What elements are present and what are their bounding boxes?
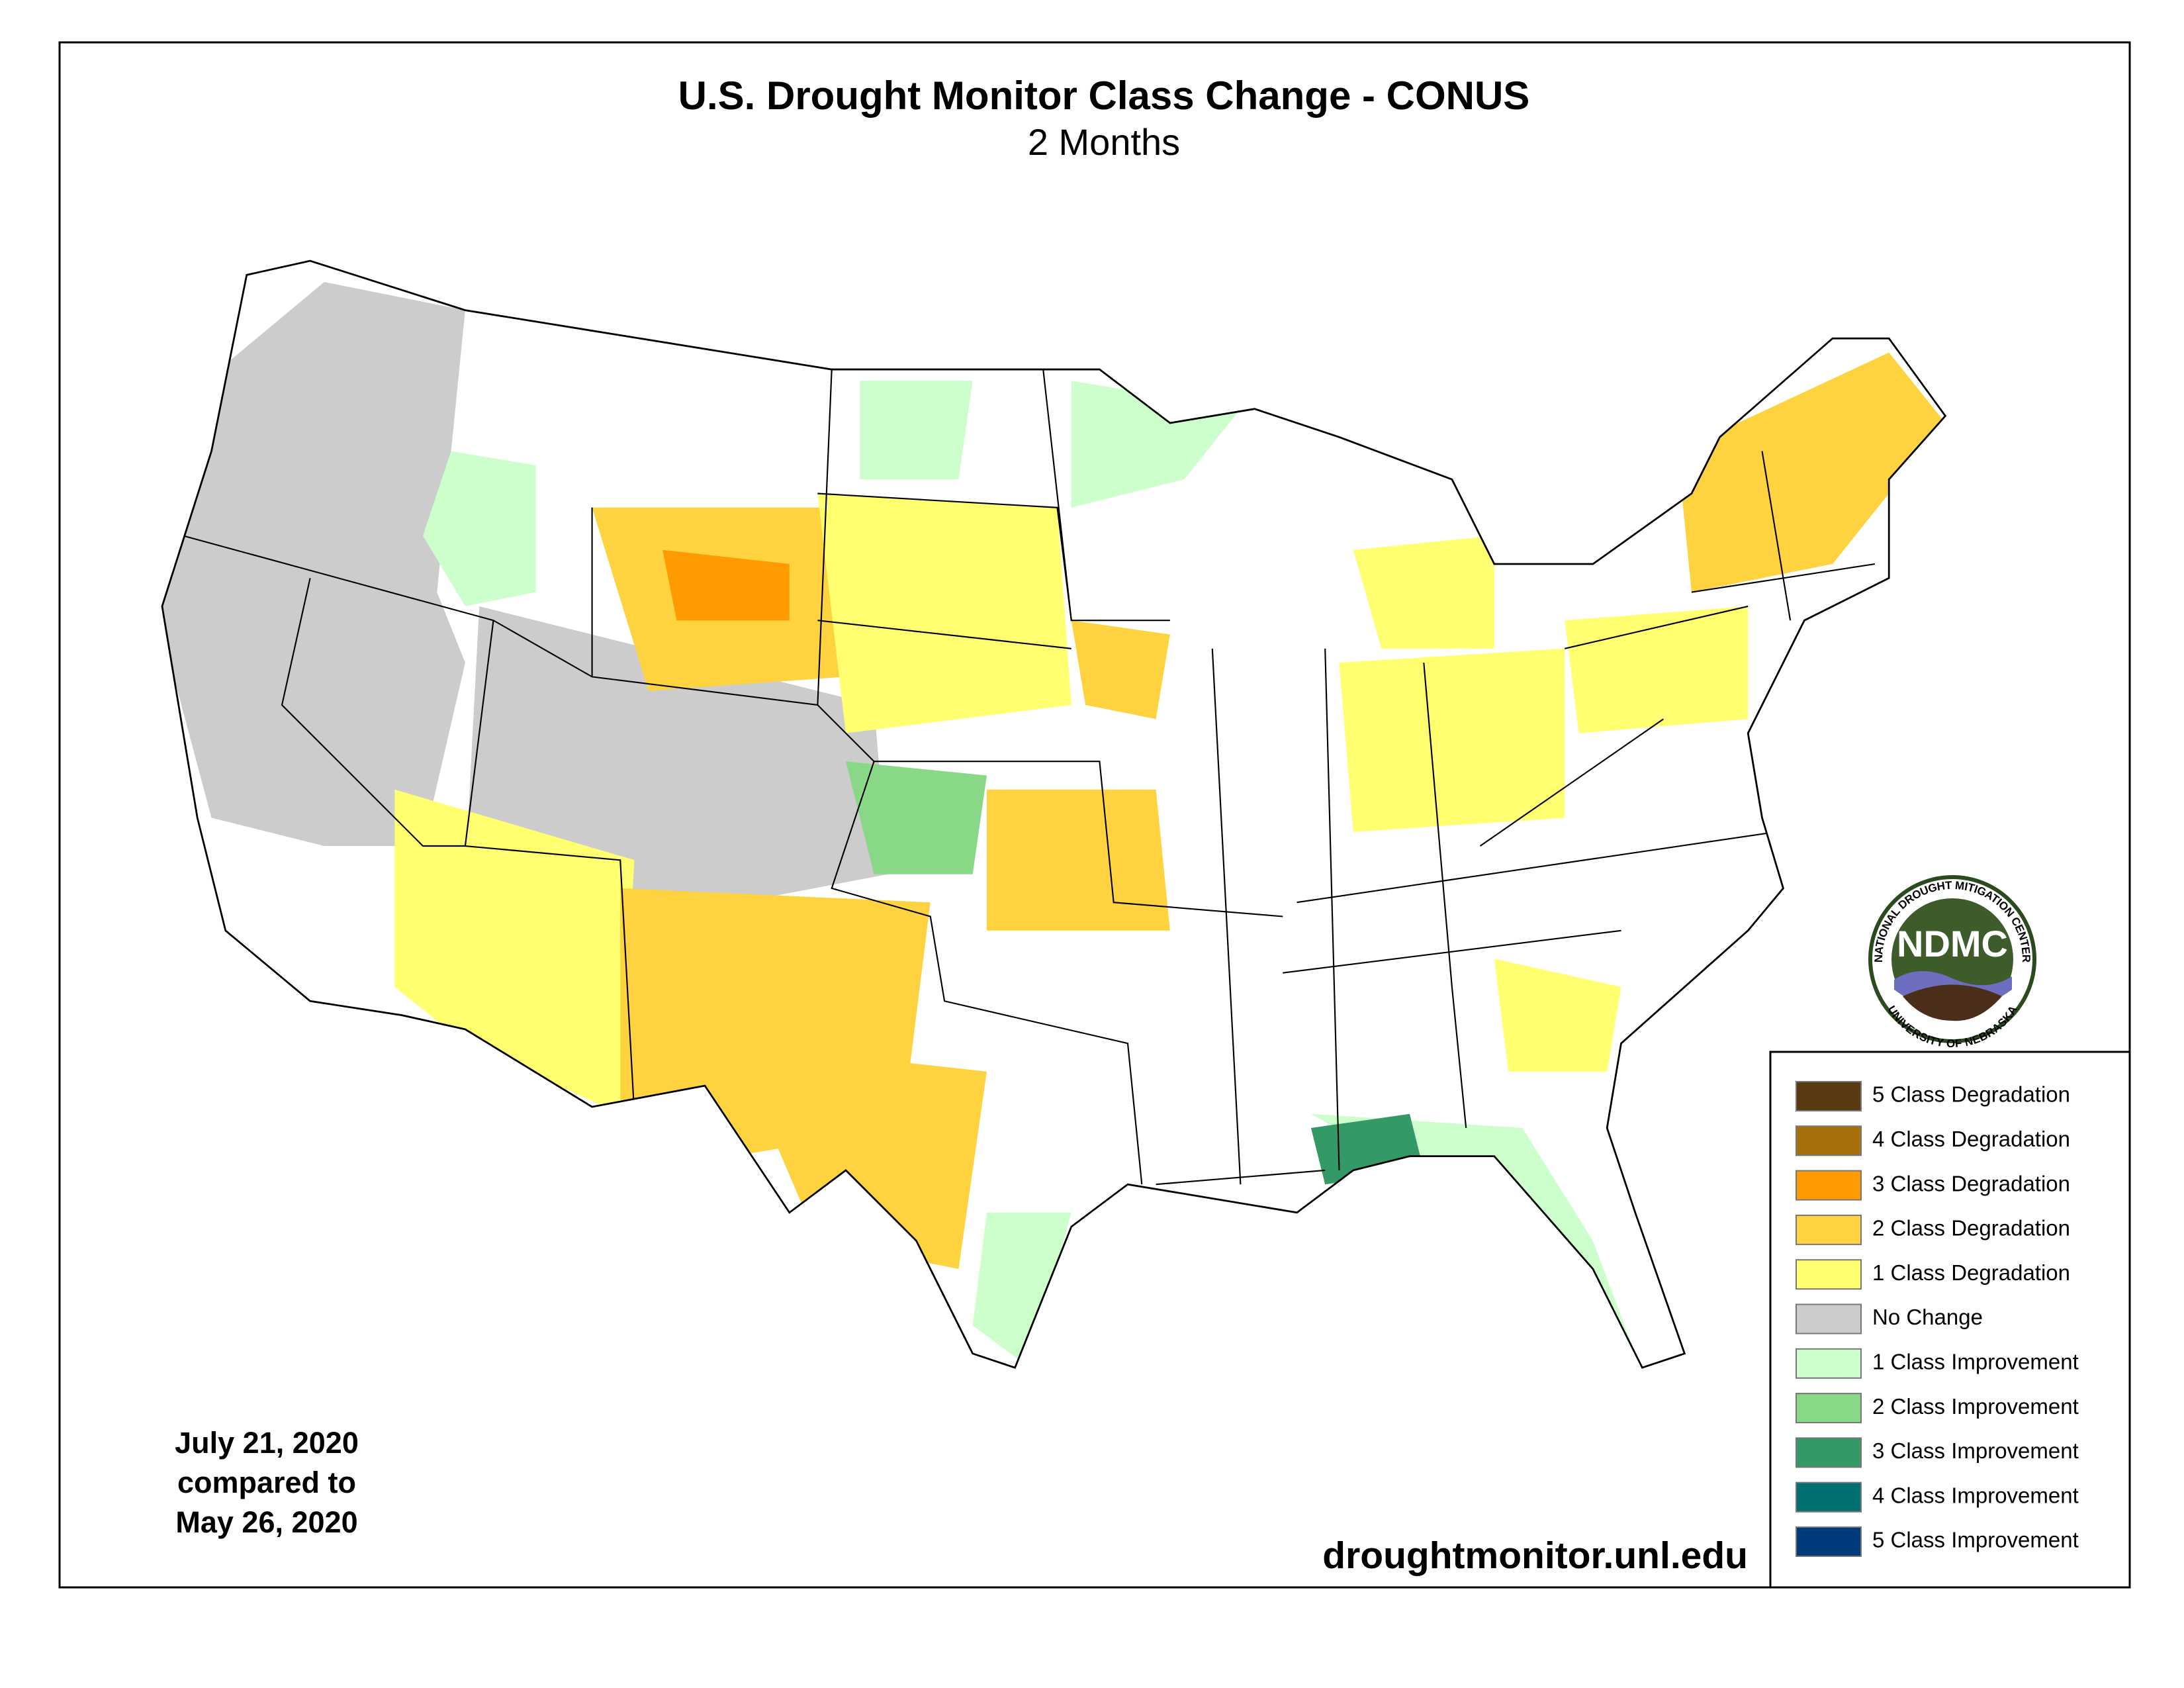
legend-swatch [1796,1437,1862,1468]
subtitle: 2 Months [1028,121,1180,163]
legend-label: 5 Class Degradation [1872,1082,2070,1107]
legend-swatch [1796,1170,1862,1201]
logo-earth [1903,984,2002,1021]
map [161,259,1946,1369]
legend-swatch [1796,1125,1862,1156]
legend-label: 3 Class Improvement [1872,1438,2079,1463]
legend-label: 2 Class Degradation [1872,1216,2070,1241]
date-block: July 21, 2020 compared to May 26, 2020 [175,1426,359,1539]
legend-label: 4 Class Degradation [1872,1127,2070,1151]
date-line: compared to [177,1466,356,1499]
logo-abbr: NDMC [1897,923,2008,964]
legend-swatch [1796,1393,1862,1424]
legend-swatch [1796,1081,1862,1111]
state-lines [183,369,1876,1186]
legend-label: 4 Class Improvement [1872,1483,2079,1507]
legend-swatch [1796,1481,1862,1513]
url: droughtmonitor.unl.edu [1322,1534,1748,1577]
legend-swatch [1796,1348,1862,1379]
legend-label: No Change [1872,1305,1983,1329]
legend-swatch [1796,1303,1862,1335]
legend-label: 1 Class Improvement [1872,1350,2079,1374]
legend-label: 3 Class Degradation [1872,1171,2070,1196]
legend-label: 5 Class Improvement [1872,1528,2079,1552]
date-line: July 21, 2020 [175,1426,359,1460]
legend-swatch [1796,1526,1862,1557]
legend-swatch [1796,1259,1862,1290]
legend-label: 1 Class Degradation [1872,1260,2070,1285]
date-line: May 26, 2020 [175,1505,357,1539]
legend-label: 2 Class Improvement [1872,1394,2079,1419]
legend: 5 Class Degradation 4 Class Degradation 3 … [1796,1081,2079,1557]
legend-swatch [1796,1214,1862,1245]
title: U.S. Drought Monitor Class Change - CONU… [678,73,1530,118]
